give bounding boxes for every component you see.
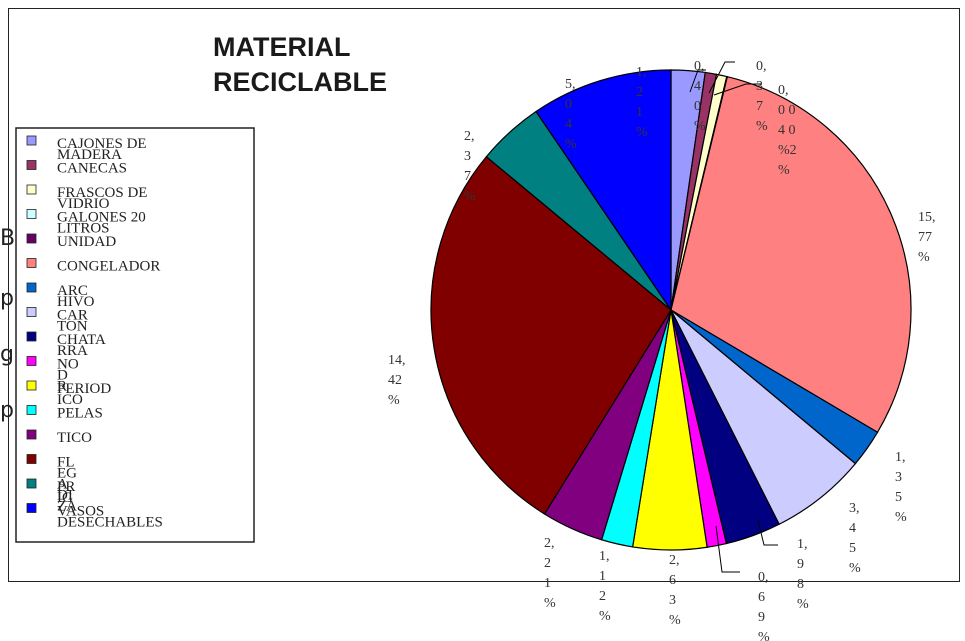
legend-label-cajones-de-madera: CAJONES DE MADERA [57,136,147,163]
chart-title-line-2: RECICLABLE [213,67,387,97]
slice-label-vasos-desechables: 5, 0 4% [565,77,577,152]
slice-label-plastico: 2, 2 1% [544,536,556,611]
slice-label-nodriza: 0, 6 9% [758,570,770,641]
slice-label-pr: 2, 3 7% [464,129,476,204]
legend-swatch-carton [26,307,37,317]
legend-swatch-cajones-de-madera [26,135,37,146]
bleed-char: B [0,226,16,251]
slice-label-periodico: 2, 6 3% [669,553,681,628]
slice-label-chatarra: 1, 9 8% [797,537,809,612]
slice-label-pelas: 1, 1 2% [599,549,611,624]
leader-line-chatarra [757,519,778,546]
leader-line-frascos-de-vidrio [708,61,735,94]
legend-label-unidad: UNIDAD [57,234,116,250]
background-text-fragment: B p g p [0,0,20,641]
slice-label-plegadiza: 14, 42% [388,353,406,408]
legend-label-canecas: CANECAS [57,161,127,177]
legend-label-galones-20-litros: GALONES 20 LITROS [57,210,146,237]
legend-box [15,127,255,543]
legend-swatch-vasos-desechables [26,503,37,513]
slice-label-carton: 3, 4 5% [849,501,861,576]
legend-swatch-frascos-de-vidrio [26,184,37,195]
bleed-char: g [0,342,14,367]
chart-title-line-1: MATERIAL [213,32,350,62]
legend-label-nodriza: NO D R [57,357,79,395]
legend-swatch-chatarra [26,331,37,342]
leader-line-galones-20-litros [713,83,762,96]
pie-slices [430,69,912,551]
legend-label-vasos-desechables: VASOS DESECHABLES [57,504,163,531]
pie-slice-congelador [670,75,912,434]
legend-swatch-archivo [26,282,37,293]
bleed-char: p [0,286,14,311]
legend-label-periodico: PERIOD ICO [57,381,111,408]
legend-label-carton: CAR TON [57,308,88,335]
legend-label-frascos-de-vidrio: FRASCOS DE VIDRIO [57,185,147,212]
slice-label-archivo: 1, 3 5% [895,450,907,525]
legend-swatch-periodico [26,380,37,391]
pie-slice-vasos-desechables [535,69,672,312]
legend-swatch-congelador [26,258,37,268]
leader-line-canecas [689,69,706,93]
slice-label-cajones-de-madera: 1, 2 1% [636,65,648,140]
legend-swatch-plegadiza [26,454,37,464]
legend-swatch-unidad [26,233,37,244]
legend-swatch-pr [26,478,37,489]
legend-swatch-canecas [26,160,37,170]
slice-label-canecas: 0, 4 0% [694,59,706,134]
legend-label-pr: PR IG [57,479,75,506]
bleed-char: p [0,398,14,423]
pie-slice-plegadiza [430,155,672,515]
legend-label-congelador: CONGELADOR [57,259,160,275]
legend-label-archivo: ARC HIVO [57,283,95,310]
leader-line-nodriza [715,525,740,573]
legend-swatch-galones-20-litros [26,209,37,219]
legend-swatch-plastico [26,429,37,440]
legend-swatch-pelas [26,405,37,415]
legend-label-plastico: TICO [57,430,92,446]
slice-label-congelador: 15, 77% [918,210,936,265]
legend-swatch-nodriza [26,356,37,366]
legend-label-pelas: PELAS [57,406,103,422]
legend-label-plegadiza: FL EG A DI ZA [57,455,77,515]
slice-label-frascos-de-vidrio: 0, 3 7% [756,59,768,134]
leader-lines [689,61,778,573]
legend-label-chatarra: CHATA RRA [57,332,106,359]
